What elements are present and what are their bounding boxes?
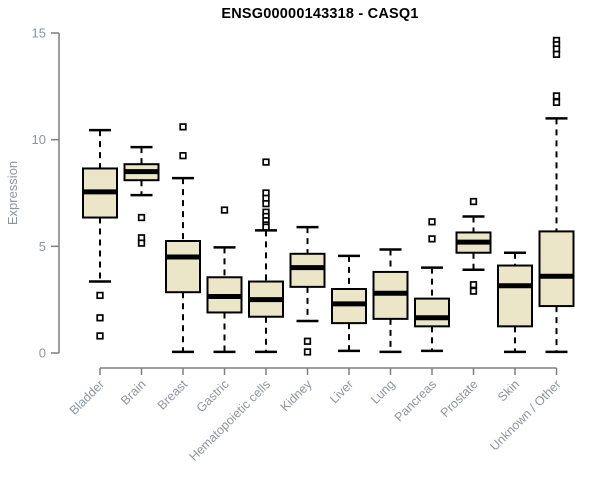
outlier-point bbox=[428, 235, 436, 243]
y-axis-label: Expression bbox=[5, 161, 20, 225]
x-category-label-brain: Brain bbox=[118, 377, 149, 408]
box-liver bbox=[331, 254, 367, 353]
outlier-point bbox=[179, 152, 187, 160]
x-category-label-pancreas: Pancreas bbox=[392, 377, 439, 424]
iqr-box bbox=[289, 252, 326, 288]
outlier-point bbox=[179, 123, 187, 131]
chart-title: ENSG00000143318 - CASQ1 bbox=[221, 6, 419, 22]
outlier-point bbox=[469, 281, 478, 289]
x-category-label-prostate: Prostate bbox=[438, 377, 481, 420]
outlier-point bbox=[137, 239, 146, 247]
outlier-point bbox=[552, 92, 561, 100]
iqr-box bbox=[538, 230, 575, 308]
box-prostate bbox=[455, 197, 492, 295]
x-category-label-kidney: Kidney bbox=[278, 377, 315, 414]
x-category-label-gastric: Gastric bbox=[194, 377, 232, 415]
box-pancreas bbox=[414, 218, 450, 353]
y-axis: 0 5 10 15 Expression bbox=[5, 26, 60, 361]
box-lung bbox=[372, 248, 409, 354]
box-breast bbox=[165, 123, 201, 354]
outlier-point bbox=[96, 291, 104, 300]
box-skin bbox=[497, 251, 533, 354]
box-gastric bbox=[206, 206, 243, 354]
x-category-label-hematopoietic-cells: Hematopoietic cells bbox=[187, 377, 274, 464]
y-tick-label: 0 bbox=[39, 346, 46, 361]
outlier-point bbox=[137, 213, 146, 222]
outlier-point bbox=[262, 200, 270, 208]
outlier-point bbox=[262, 158, 270, 166]
iqr-box bbox=[165, 240, 201, 294]
x-category-label-breast: Breast bbox=[155, 377, 191, 413]
outlier-point bbox=[428, 218, 436, 226]
outlier-point bbox=[469, 197, 478, 206]
iqr-box bbox=[414, 297, 450, 328]
outlier-point bbox=[552, 98, 561, 106]
outlier-point bbox=[262, 223, 270, 231]
y-tick-label: 10 bbox=[32, 132, 46, 147]
box-kidney bbox=[289, 225, 326, 356]
box-bladder bbox=[82, 128, 118, 340]
outlier-point bbox=[303, 348, 312, 356]
outlier-point bbox=[552, 50, 561, 58]
outlier-point bbox=[96, 332, 104, 340]
box-brain bbox=[123, 145, 160, 247]
iqr-box bbox=[497, 264, 533, 328]
outlier-point bbox=[96, 314, 104, 322]
x-category-label-bladder: Bladder bbox=[67, 377, 107, 417]
outlier-point bbox=[303, 337, 312, 345]
box-hematopoietic-cells bbox=[248, 158, 284, 354]
x-category-label-liver: Liver bbox=[327, 377, 356, 406]
y-tick-label: 15 bbox=[32, 26, 46, 41]
outlier-point bbox=[469, 287, 478, 295]
y-tick-label: 5 bbox=[39, 239, 46, 254]
x-category-label-lung: Lung bbox=[368, 377, 398, 407]
outlier-point bbox=[220, 206, 229, 214]
x-category-label-unknown-other: Unknown / Other bbox=[487, 377, 563, 453]
x-category-label-skin: Skin bbox=[495, 377, 522, 404]
box-unknown-other bbox=[538, 36, 575, 354]
